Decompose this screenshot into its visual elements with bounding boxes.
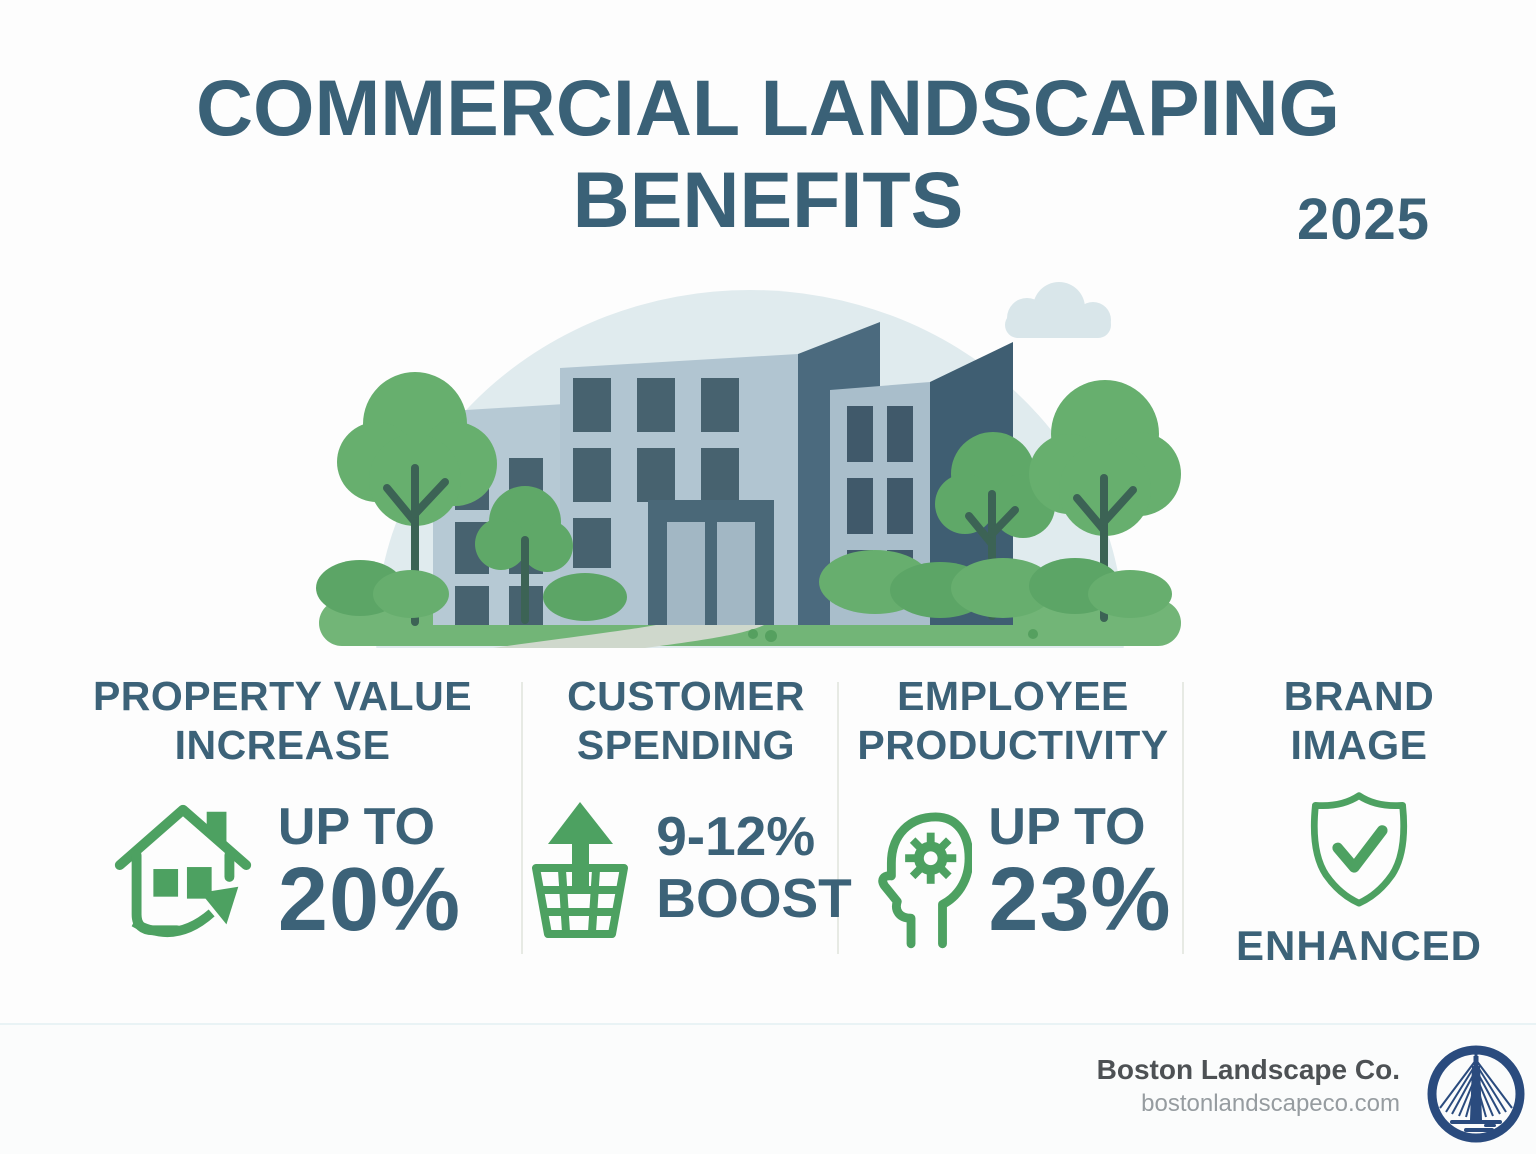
walkway-path xyxy=(493,625,764,648)
footer-band xyxy=(0,1023,1536,1154)
footer-text: Boston Landscape Co. bostonlandscapeco.c… xyxy=(1097,1052,1400,1120)
house-value-arrow-icon xyxy=(104,792,262,950)
head-gear-icon xyxy=(854,792,974,950)
stat-value-prefix: UP TO xyxy=(277,798,435,856)
stat-value: 23% xyxy=(988,850,1172,950)
page-title-line2: BENEFITS xyxy=(572,155,964,244)
stat-brand-image: BRAND IMAGE ENHANCED xyxy=(1196,672,1522,970)
stat-title: EMPLOYEE PRODUCTIVITY xyxy=(857,673,1169,768)
basket-up-arrow-icon xyxy=(520,792,640,942)
stat-title: BRAND IMAGE xyxy=(1283,673,1435,768)
cloud-icon xyxy=(1005,282,1111,338)
company-name: Boston Landscape Co. xyxy=(1096,1054,1400,1085)
stat-value: 9-12% xyxy=(656,805,816,867)
ground-pebbles xyxy=(748,629,1038,642)
stat-title: PROPERTY VALUE INCREASE xyxy=(92,673,473,768)
stat-value: 20% xyxy=(277,850,462,950)
column-divider-2 xyxy=(837,682,839,954)
stat-value: ENHANCED xyxy=(1235,922,1482,969)
company-website: bostonlandscapeco.com xyxy=(1141,1090,1400,1117)
year-label: 2025 xyxy=(1296,187,1430,252)
stat-customer-spending: CUSTOMER SPENDING 9-12% xyxy=(532,672,852,942)
stat-value-suffix: BOOST xyxy=(656,867,852,929)
zakim-bridge-logo xyxy=(1427,1045,1525,1143)
tree-left-large xyxy=(337,372,497,626)
shield-check-icon xyxy=(1300,786,1418,908)
building-landscape-illustration xyxy=(316,282,1181,648)
tree-right-large xyxy=(1029,380,1181,622)
stat-employee-productivity: EMPLOYEE PRODUCTIVITY xyxy=(852,672,1174,950)
tree-left-small xyxy=(475,486,573,624)
stat-title: CUSTOMER SPENDING xyxy=(567,673,805,768)
bushes xyxy=(316,550,1172,621)
column-divider-1 xyxy=(521,682,523,954)
stat-property-value: PROPERTY VALUE INCREASE xyxy=(60,672,505,950)
column-divider-3 xyxy=(1182,682,1184,954)
stat-value-prefix: UP TO xyxy=(988,798,1146,856)
page-title-line1: COMMERCIAL LANDSCAPING xyxy=(195,63,1341,152)
building-entrance xyxy=(648,500,774,625)
page-title: COMMERCIAL LANDSCAPING BENEFITS xyxy=(0,62,1536,246)
